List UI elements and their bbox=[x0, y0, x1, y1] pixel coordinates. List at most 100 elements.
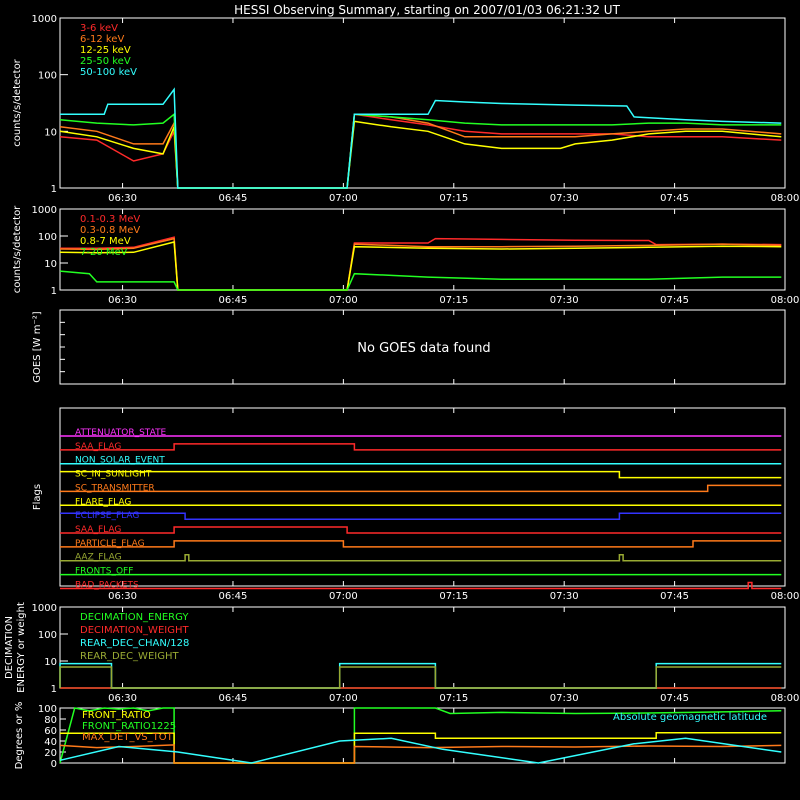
x-tick-label: 06:30 bbox=[108, 193, 137, 204]
x-tick-label: 06:30 bbox=[108, 693, 137, 704]
x-tick-label: 06:45 bbox=[219, 693, 248, 704]
y-tick-label: 10 bbox=[44, 657, 57, 668]
y-tick-label: 10 bbox=[44, 259, 57, 270]
x-tick-label: 07:30 bbox=[550, 591, 579, 602]
x-tick-label: 07:45 bbox=[660, 591, 689, 602]
panel-frame-3 bbox=[59, 407, 786, 587]
x-tick-label: 07:15 bbox=[439, 295, 468, 306]
legend-entry: FRONT_RATIO bbox=[82, 710, 151, 721]
x-tick-label: 07:45 bbox=[660, 193, 689, 204]
y-tick-label: 1 bbox=[51, 286, 57, 297]
flag-label: AAZ_FLAG bbox=[75, 553, 122, 563]
x-tick-label: 07:15 bbox=[439, 591, 468, 602]
series-line-6-12-kev bbox=[59, 113, 782, 189]
y-axis-label: Flags bbox=[32, 484, 43, 510]
series-line-0-1-0-3-mev bbox=[60, 236, 782, 291]
y-tick-label: 100 bbox=[38, 704, 57, 715]
y-tick-label: 80 bbox=[44, 715, 57, 726]
flag-label: FRONTS_OFF bbox=[75, 567, 133, 577]
series-line-0-8-7-mev bbox=[59, 241, 782, 291]
series-line-absolute-geomagnetic-latitude bbox=[59, 737, 782, 764]
x-tick-label: 06:45 bbox=[219, 591, 248, 602]
y-tick-label: 20 bbox=[44, 748, 57, 759]
x-tick-label: 06:30 bbox=[108, 591, 137, 602]
y-axis-label: counts/s/detector bbox=[12, 205, 23, 293]
flag-line-eclipse-flag bbox=[60, 512, 782, 520]
y-axis-label: DECIMATION bbox=[4, 616, 15, 679]
flag-line-sc-in-sunlight bbox=[60, 470, 782, 479]
flag-label: FLARE_FLAG bbox=[75, 497, 131, 507]
legend-entry: 25-50 keV bbox=[80, 56, 131, 67]
y-tick-label: 60 bbox=[44, 726, 57, 737]
y-tick-label: 40 bbox=[44, 737, 57, 748]
legend-entry: MAX_DET_VS_TOT bbox=[82, 732, 174, 743]
legend-entry: 0.3-0.8 MeV bbox=[80, 225, 140, 236]
legend-entry: 7-20 MeV bbox=[80, 247, 128, 258]
legend-entry: 3-6 keV bbox=[80, 23, 118, 34]
x-tick-label: 07:30 bbox=[550, 193, 579, 204]
y-tick-label: 100 bbox=[38, 630, 57, 641]
panel-low-energy: 06:30 06:45 07:00 07:15 07:30 07:45 08:00 1000 1… bbox=[12, 14, 799, 204]
series-line-7-20-mev bbox=[59, 270, 782, 291]
series-line-12-25-kev bbox=[59, 120, 782, 189]
panel-goes: GOES [W m⁻²] No GOES data found bbox=[32, 309, 786, 385]
flag-label: SAA_FLAG bbox=[75, 525, 121, 535]
panel-flags: 06:30 06:45 07:00 07:15 07:30 07:45 08:00 Flags… bbox=[32, 407, 800, 602]
series-line-25-50-kev bbox=[59, 112, 782, 189]
legend-entry: 12-25 keV bbox=[80, 45, 131, 56]
x-tick-label: 07:30 bbox=[550, 295, 579, 306]
x-tick-label: 08:00 bbox=[771, 295, 800, 306]
flag-line-sc-transmitter bbox=[60, 484, 782, 493]
x-tick-label: 07:30 bbox=[550, 693, 579, 704]
panel-high-energy: 06:30 06:45 07:00 07:15 07:30 07:45 08:00 1000 1… bbox=[12, 205, 799, 306]
y-tick-label: 1000 bbox=[32, 603, 57, 614]
y-axis-label: Degrees or % bbox=[14, 702, 25, 770]
figure-title: HESSI Observing Summary, starting on 200… bbox=[234, 3, 620, 17]
panel-frame-0 bbox=[59, 17, 786, 189]
x-tick-label: 07:00 bbox=[329, 193, 358, 204]
x-tick-label: 07:45 bbox=[660, 295, 689, 306]
y-axis-label: counts/s/detector bbox=[12, 58, 23, 146]
x-tick-label: 08:00 bbox=[771, 193, 800, 204]
x-tick-label: 07:45 bbox=[660, 693, 689, 704]
legend-entry: REAR_DEC_CHAN/128 bbox=[80, 638, 189, 649]
no-data-annotation: No GOES data found bbox=[357, 341, 490, 356]
series-line-max-det-vs-tot bbox=[59, 744, 782, 764]
x-tick-label: 07:00 bbox=[329, 591, 358, 602]
flag-label: PARTICLE_FLAG bbox=[75, 539, 145, 549]
flag-label: NON_SOLAR_EVENT bbox=[75, 456, 165, 466]
x-tick-label: 07:00 bbox=[329, 693, 358, 704]
y-tick-label: 100 bbox=[38, 71, 57, 82]
flag-line-bad-packets bbox=[60, 581, 782, 590]
panel-decimation: 06:30 06:45 07:00 07:15 07:30 07:45 08:00 1000 1… bbox=[4, 602, 799, 704]
legend-entry: DECIMATION_WEIGHT bbox=[80, 625, 189, 636]
legend-entry: 0.8-7 MeV bbox=[80, 236, 131, 247]
series-line-50-100-kev bbox=[60, 87, 782, 189]
flag-line-saa-flag bbox=[60, 526, 782, 534]
x-tick-label: 06:45 bbox=[219, 295, 248, 306]
flag-label: SC_IN_SUNLIGHT bbox=[75, 470, 152, 480]
legend-entry: FRONT_RATIO1225 bbox=[82, 721, 176, 732]
flag-line-particle-flag bbox=[60, 540, 782, 548]
panels: 06:30 06:45 07:00 07:15 07:30 07:45 08:00 1000 1… bbox=[4, 14, 799, 770]
flag-line-aaz-flag bbox=[60, 553, 782, 562]
y-tick-label: 10 bbox=[44, 127, 57, 138]
flag-label: SAA_FLAG bbox=[75, 442, 121, 452]
x-tick-label: 08:00 bbox=[771, 693, 800, 704]
legend-entry: REAR_DEC_WEIGHT bbox=[80, 651, 179, 662]
flag-label: BAD_PACKETS bbox=[75, 580, 139, 590]
flag-label: ECLIPSE_FLAG bbox=[75, 511, 139, 521]
flag-label: SC_TRANSMITTER bbox=[75, 483, 155, 493]
x-tick-label: 07:15 bbox=[439, 193, 468, 204]
legend-entry: 50-100 keV bbox=[80, 67, 137, 78]
y-tick-label: 1 bbox=[51, 684, 57, 695]
x-tick-label: 08:00 bbox=[771, 591, 800, 602]
y-tick-label: 1 bbox=[51, 184, 57, 195]
x-tick-label: 06:45 bbox=[219, 193, 248, 204]
x-tick-label: 07:00 bbox=[329, 295, 358, 306]
legend-entry: 6-12 keV bbox=[80, 34, 124, 45]
flag-line-saa-flag bbox=[60, 443, 782, 451]
y-tick-label: 100 bbox=[38, 232, 57, 243]
